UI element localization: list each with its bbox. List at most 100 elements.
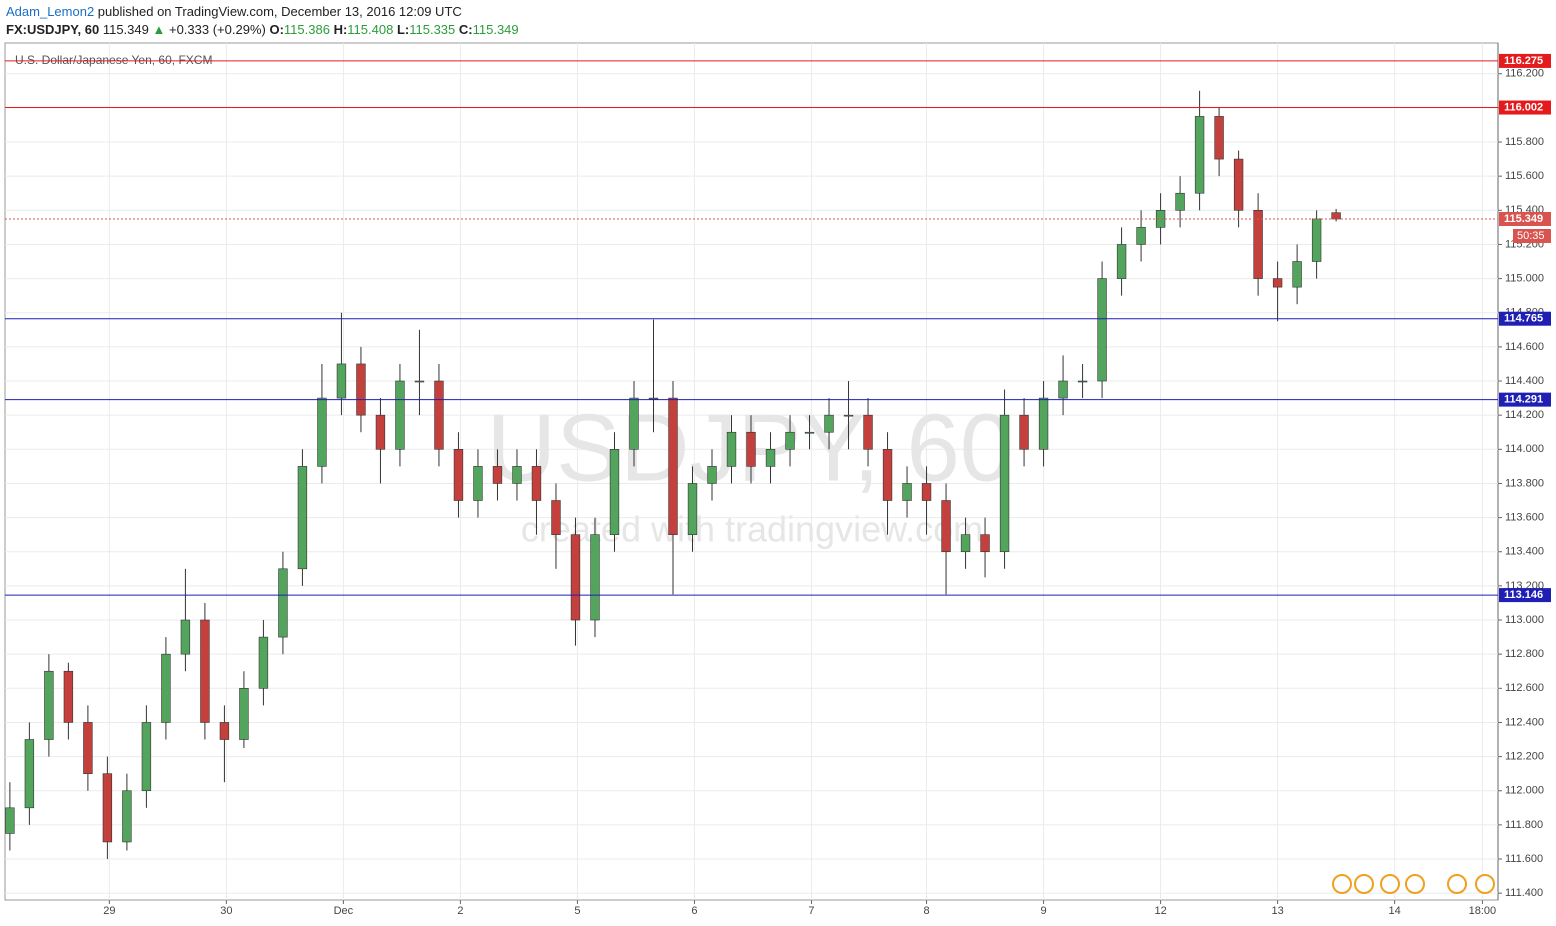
- level-label: 114.765: [1504, 313, 1543, 325]
- body: [1038, 397, 1049, 450]
- body: [824, 414, 834, 433]
- y-tick-label: 112.000: [1505, 785, 1544, 797]
- y-tick-label: 113.400: [1505, 546, 1544, 558]
- body: [434, 380, 444, 450]
- body: [161, 653, 171, 723]
- body: [141, 722, 152, 792]
- arrow: ▲: [152, 22, 166, 37]
- y-tick-label: 111.600: [1505, 853, 1543, 865]
- x-tick-label: 29: [103, 905, 115, 917]
- event-icon: [1354, 874, 1374, 894]
- y-tick-label: 112.600: [1505, 682, 1544, 694]
- last: 115.349: [102, 22, 149, 37]
- body: [200, 619, 210, 723]
- level-label: 116.275: [1504, 55, 1543, 67]
- body: [83, 722, 93, 774]
- body: [258, 636, 269, 689]
- body: [882, 449, 893, 501]
- body: [336, 363, 347, 399]
- body: [239, 688, 249, 740]
- body: [1311, 218, 1322, 262]
- body: [941, 500, 951, 553]
- body: [668, 397, 678, 535]
- body: [746, 431, 756, 467]
- ohlc-label: O:: [269, 22, 284, 37]
- level-badge: [1499, 212, 1551, 227]
- countdown: 50:35: [1517, 230, 1545, 242]
- body: [804, 431, 815, 434]
- level-badge: [1499, 100, 1551, 115]
- level-label: 114.291: [1504, 394, 1543, 406]
- body: [44, 670, 54, 740]
- body: [921, 483, 932, 501]
- body: [180, 619, 191, 655]
- body: [863, 414, 873, 450]
- y-tick-label: 112.400: [1505, 716, 1544, 728]
- body: [122, 790, 132, 843]
- y-tick-label: 112.200: [1505, 751, 1544, 763]
- x-tick-label: Dec: [334, 905, 354, 917]
- body: [512, 466, 522, 484]
- body: [375, 414, 386, 450]
- body: [473, 466, 483, 501]
- body: [102, 773, 113, 843]
- legend: U.S. Dollar/Japanese Yen, 60, FXCM: [15, 53, 212, 67]
- level-label: 115.349: [1504, 213, 1543, 225]
- body: [1194, 116, 1205, 194]
- x-tick-label: 14: [1389, 905, 1401, 917]
- author[interactable]: Adam_Lemon2: [6, 4, 95, 19]
- body: [297, 466, 308, 570]
- body: [1097, 278, 1107, 382]
- body: [1272, 278, 1283, 288]
- event-icon: [1405, 874, 1425, 894]
- x-tick-label: 8: [923, 905, 929, 917]
- body: [24, 739, 35, 809]
- y-tick-label: 115.000: [1505, 272, 1544, 284]
- y-tick-label: 113.600: [1505, 511, 1544, 523]
- body: [1233, 158, 1244, 211]
- body: [902, 483, 912, 501]
- ohlc-label: H:: [333, 22, 348, 37]
- body: [629, 397, 639, 450]
- level-badge: [1499, 311, 1551, 326]
- y-tick-label: 112.800: [1505, 648, 1544, 660]
- body: [1136, 227, 1146, 245]
- body: [785, 431, 795, 450]
- event-icon: [1475, 874, 1495, 894]
- y-tick-label: 113.800: [1505, 477, 1544, 489]
- published: published on TradingView.com, December 1…: [97, 4, 462, 19]
- event-icon: [1332, 874, 1352, 894]
- publish-line: Adam_Lemon2 published on TradingView.com…: [6, 3, 519, 21]
- body: [395, 380, 405, 450]
- x-tick-label: 9: [1041, 905, 1047, 917]
- body: [5, 807, 15, 834]
- body: [1116, 244, 1127, 279]
- body: [1077, 380, 1088, 383]
- y-tick-label: 114.200: [1505, 409, 1544, 421]
- body: [765, 449, 776, 467]
- body: [278, 568, 288, 638]
- y-tick-label: 115.600: [1505, 170, 1544, 182]
- x-tick-label: 18:00: [1469, 905, 1497, 917]
- header: Adam_Lemon2 published on TradingView.com…: [6, 3, 519, 39]
- body: [590, 534, 600, 621]
- body: [1253, 210, 1263, 279]
- body: [1058, 380, 1068, 399]
- body: [1331, 212, 1341, 220]
- y-tick-label: 116.200: [1505, 68, 1544, 80]
- level-badge: [1499, 392, 1551, 407]
- body: [570, 534, 581, 621]
- level-label: 113.146: [1504, 589, 1543, 601]
- body: [843, 414, 854, 417]
- event-icons: [1332, 874, 1495, 894]
- body: [726, 431, 737, 467]
- change: +0.333 (+0.29%): [168, 22, 266, 37]
- quote-line: FX:USDJPY, 60 115.349 ▲ +0.333 (+0.29%) …: [6, 21, 519, 39]
- body: [453, 449, 464, 501]
- ohlc-value: 115.349: [472, 22, 519, 37]
- body: [1155, 210, 1166, 228]
- body: [648, 397, 659, 400]
- body: [531, 466, 542, 501]
